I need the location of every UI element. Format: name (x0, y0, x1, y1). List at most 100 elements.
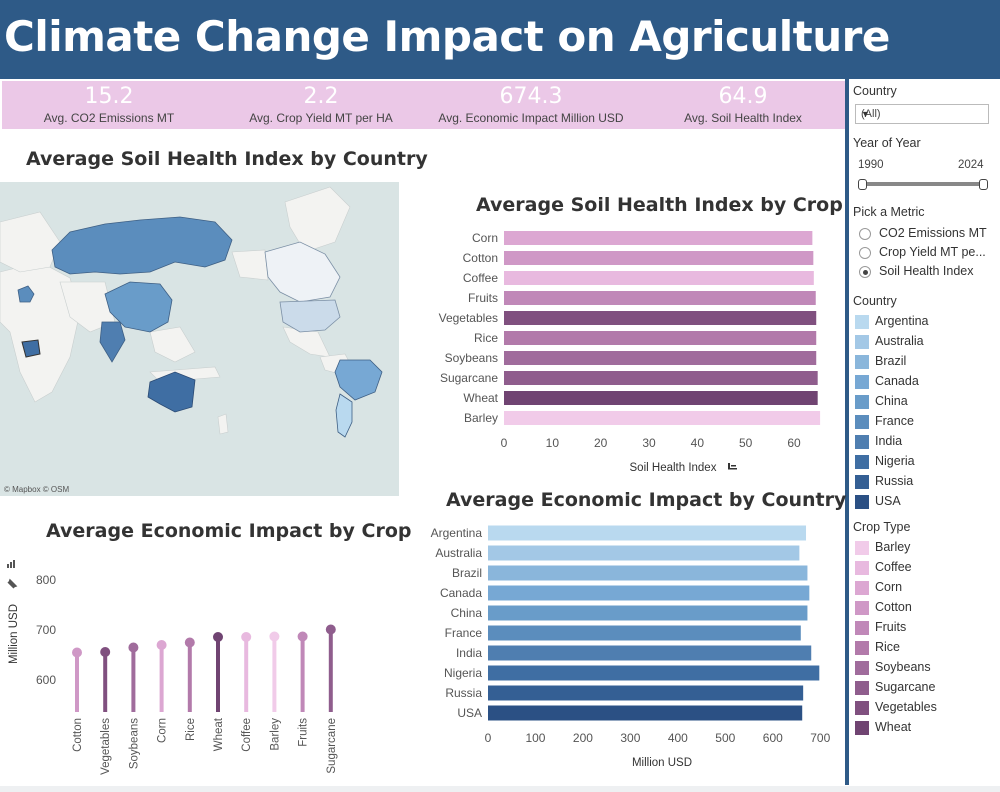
kpi-co2[interactable]: 15.2 Avg. CO2 Emissions MT (4, 81, 214, 125)
category-label: Argentina (431, 526, 483, 540)
legend-label: Coffee (875, 560, 912, 574)
kpi-label: Avg. CO2 Emissions MT (43, 111, 175, 125)
land-new-zealand (217, 413, 229, 435)
category-label: Brazil (452, 566, 482, 580)
category-label: Vegetables (439, 311, 498, 325)
bar[interactable] (488, 565, 808, 581)
category-label: Australia (435, 546, 482, 560)
x-tick-label: 500 (715, 731, 735, 745)
bar[interactable] (504, 251, 814, 265)
lollipop-point[interactable] (297, 631, 308, 642)
y-tick-label: 600 (36, 673, 56, 687)
year-min-label: 1990 (858, 159, 884, 171)
legend-label: Wheat (875, 720, 912, 734)
bar[interactable] (504, 331, 817, 345)
land-alaska (231, 249, 269, 281)
bar[interactable] (488, 685, 804, 701)
year-slider-max-handle[interactable] (979, 179, 988, 190)
radio-button[interactable] (859, 247, 871, 259)
kpi-crop-yield[interactable]: 2.2 Avg. Crop Yield MT per HA (216, 81, 426, 125)
legend-label: Nigeria (875, 454, 915, 468)
title-bar: Climate Change Impact on Agriculture (0, 0, 1000, 79)
kpi-value: 674.3 (499, 84, 563, 109)
bar[interactable] (504, 271, 814, 285)
x-tick-label: 30 (642, 436, 656, 450)
legend-swatch (855, 455, 869, 469)
bar[interactable] (504, 231, 813, 245)
bar[interactable] (488, 625, 801, 641)
x-tick-label: 40 (691, 436, 705, 450)
radio-button-selected[interactable] (859, 266, 871, 278)
y-axis-title: Million USD (8, 604, 20, 664)
dashboard-title: Climate Change Impact on Agriculture (4, 12, 890, 61)
bar-chart-icon[interactable] (7, 560, 15, 568)
legend-swatch (855, 541, 869, 555)
soil-health-map[interactable]: © Mapbox © OSM (0, 182, 399, 496)
land-southeast-asia (149, 326, 196, 363)
lollipop-point[interactable] (128, 642, 139, 653)
category-label: Wheat (213, 717, 225, 751)
metric-filter-title: Pick a Metric (853, 205, 925, 219)
x-tick-label: 600 (763, 731, 783, 745)
kpi-economic-impact[interactable]: 674.3 Avg. Economic Impact Million USD (426, 81, 636, 125)
bar[interactable] (504, 291, 816, 305)
legend-label: India (875, 434, 903, 448)
country-usa (279, 299, 341, 333)
legend-swatch (855, 561, 869, 575)
legend-label: Cotton (875, 600, 912, 614)
bar[interactable] (504, 371, 818, 385)
pin-icon[interactable] (7, 578, 18, 589)
year-slider-min-handle[interactable] (858, 179, 867, 190)
legend-label: USA (875, 494, 901, 508)
lollipop-point[interactable] (156, 640, 167, 650)
bar[interactable] (488, 605, 808, 621)
year-slider-track[interactable] (862, 182, 983, 186)
lollipop-point[interactable] (184, 637, 195, 648)
radio-button[interactable] (859, 228, 871, 240)
soil-by-crop-chart[interactable]: Corn Cotton Coffee Fruits Vegetables Rice Soyb… (400, 222, 845, 484)
legend-label: Fruits (875, 620, 907, 634)
category-label: Coffee (241, 718, 253, 752)
bar[interactable] (488, 665, 820, 681)
category-label: Barley (464, 411, 498, 425)
econ-by-country-chart[interactable]: Argentina Australia Brazil Canada China Franc… (400, 517, 845, 779)
legend-swatch (855, 375, 869, 389)
bar[interactable] (504, 311, 817, 325)
map-attribution: © Mapbox © OSM (4, 485, 70, 494)
lollipop-point[interactable] (72, 647, 82, 658)
lollipop-point[interactable] (213, 632, 223, 642)
category-label: Vegetables (100, 718, 112, 775)
kpi-soil-health[interactable]: 64.9 Avg. Soil Health Index (638, 81, 848, 125)
legend-label: Corn (875, 580, 903, 594)
country-india (99, 321, 126, 363)
legend-label: Soybeans (875, 660, 931, 674)
bar[interactable] (488, 585, 810, 601)
bar[interactable] (504, 411, 821, 425)
bar[interactable] (504, 351, 817, 365)
country-legend-title: Country (853, 294, 897, 308)
country-dropdown-value: (All) (861, 108, 881, 120)
bar[interactable] (488, 705, 803, 721)
lollipop-point[interactable] (100, 647, 111, 657)
legend-label: Barley (875, 540, 911, 554)
bar[interactable] (488, 545, 800, 561)
country-china (104, 281, 173, 333)
chevron-down-icon: ▼ (861, 109, 870, 119)
lollipop-point[interactable] (241, 632, 252, 642)
lollipop-point[interactable] (325, 624, 336, 635)
map-title: Average Soil Health Index by Country (26, 148, 428, 170)
x-tick-label: 700 (810, 731, 830, 745)
legend-label: Canada (875, 374, 919, 388)
econ-by-crop-chart[interactable]: 600 700 800 Million USD Cotton Vegetables Soyb… (0, 550, 400, 782)
country-dropdown[interactable]: (All) ▼ (855, 104, 989, 124)
x-tick-label: 10 (546, 436, 560, 450)
bar[interactable] (488, 525, 807, 541)
legend-label: Russia (875, 474, 914, 488)
lollipop-point[interactable] (269, 631, 280, 642)
kpi-value: 2.2 (303, 84, 339, 109)
bar[interactable] (504, 391, 818, 405)
sort-icon[interactable] (728, 463, 737, 470)
bar[interactable] (488, 645, 812, 661)
x-axis-title: Million USD (632, 757, 692, 769)
category-label: France (445, 626, 483, 640)
